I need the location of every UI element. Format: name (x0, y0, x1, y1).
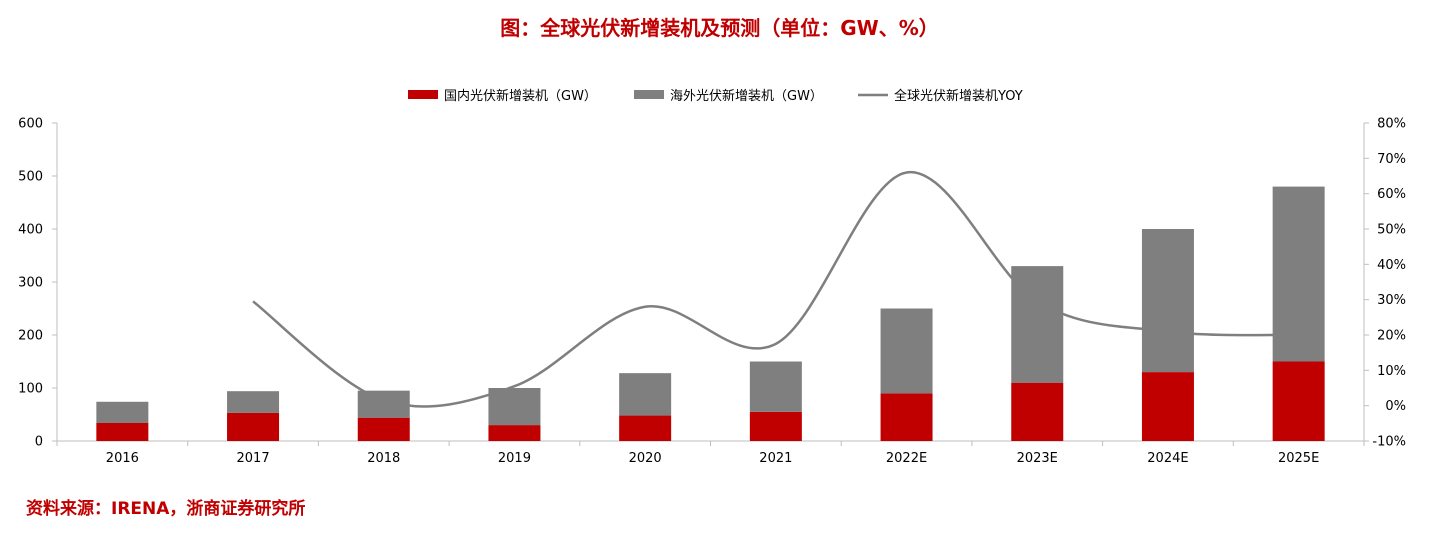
left-tick-label: 500 (18, 170, 43, 185)
line-series-group (252, 171, 1299, 408)
right-tick-label: 0% (1385, 399, 1406, 414)
x-tick-label: 2023E (1017, 451, 1058, 466)
right-tick-label: 70% (1377, 152, 1406, 167)
x-tick-labels: 2016 2017 2018 2019 2020 2021 2022E 2023E 2024E 2… (106, 451, 1320, 466)
right-tick-label: 60% (1377, 187, 1406, 202)
x-tick-label: 2020 (629, 451, 662, 466)
bar-series-group (96, 186, 1325, 441)
bar-domestic (1141, 372, 1194, 441)
bar-overseas (227, 391, 280, 413)
legend-label: 全球光伏新增装机YOY (894, 88, 1023, 104)
right-tick-label: 80% (1377, 117, 1406, 132)
left-tick-label: 400 (18, 223, 43, 238)
legend-label: 海外光伏新增装机（GW） (670, 88, 823, 104)
right-tick-label: 10% (1377, 364, 1406, 379)
bar-domestic (1272, 361, 1325, 441)
bar-domestic (880, 393, 933, 441)
chart-legend: 国内光伏新增装机（GW） 海外光伏新增装机（GW） 全球光伏新增装机YOY (408, 88, 1023, 104)
right-tick-label: -10% (1372, 435, 1406, 450)
left-tick-label: 200 (18, 329, 43, 344)
bar-overseas (880, 308, 933, 394)
left-tick-label: 300 (18, 276, 43, 291)
x-tick-label: 2017 (237, 451, 270, 466)
yoy-line (252, 171, 1299, 408)
bar-domestic (227, 412, 280, 441)
bar-overseas (1272, 186, 1325, 362)
x-tick-label: 2018 (367, 451, 400, 466)
x-tick-label: 2019 (498, 451, 531, 466)
left-tick-label: 100 (18, 382, 43, 397)
chart-axes: 0 100 200 300 400 500 600 -10% 0% 10% 20% 30% 40% 50%… (18, 117, 1406, 450)
right-tick-label: 30% (1377, 293, 1406, 308)
chart-title: 图：全球光伏新增装机及预测（单位：GW、%） (500, 16, 939, 40)
right-tick-label: 50% (1377, 223, 1406, 238)
left-tick-label: 600 (18, 117, 43, 132)
legend-item-overseas: 海外光伏新增装机（GW） (634, 88, 823, 104)
bar-domestic (357, 417, 410, 441)
legend-item-yoy: 全球光伏新增装机YOY (858, 88, 1023, 104)
legend-swatch (634, 90, 664, 99)
bar-overseas (488, 388, 541, 426)
legend-item-domestic: 国内光伏新增装机（GW） (408, 88, 597, 104)
legend-swatch (408, 90, 438, 99)
right-tick-label: 40% (1377, 258, 1406, 273)
bar-overseas (1141, 229, 1194, 373)
legend-label: 国内光伏新增装机（GW） (444, 88, 597, 104)
x-tick-label: 2022E (886, 451, 927, 466)
bar-domestic (96, 422, 149, 441)
right-tick-label: 20% (1377, 329, 1406, 344)
x-tick-label: 2021 (759, 451, 792, 466)
bar-domestic (619, 415, 672, 441)
bar-overseas (1011, 266, 1064, 383)
source-note: 资料来源：IRENA，浙商证券研究所 (26, 499, 306, 519)
bar-overseas (749, 361, 802, 412)
bar-domestic (749, 411, 802, 441)
bar-overseas (619, 373, 672, 416)
left-tick-label: 0 (35, 435, 43, 450)
x-tick-label: 2016 (106, 451, 139, 466)
bar-domestic (1011, 382, 1064, 441)
bar-overseas (96, 401, 149, 423)
x-tick-label: 2025E (1278, 451, 1319, 466)
x-tick-label: 2024E (1147, 451, 1188, 466)
bar-domestic (488, 425, 541, 441)
